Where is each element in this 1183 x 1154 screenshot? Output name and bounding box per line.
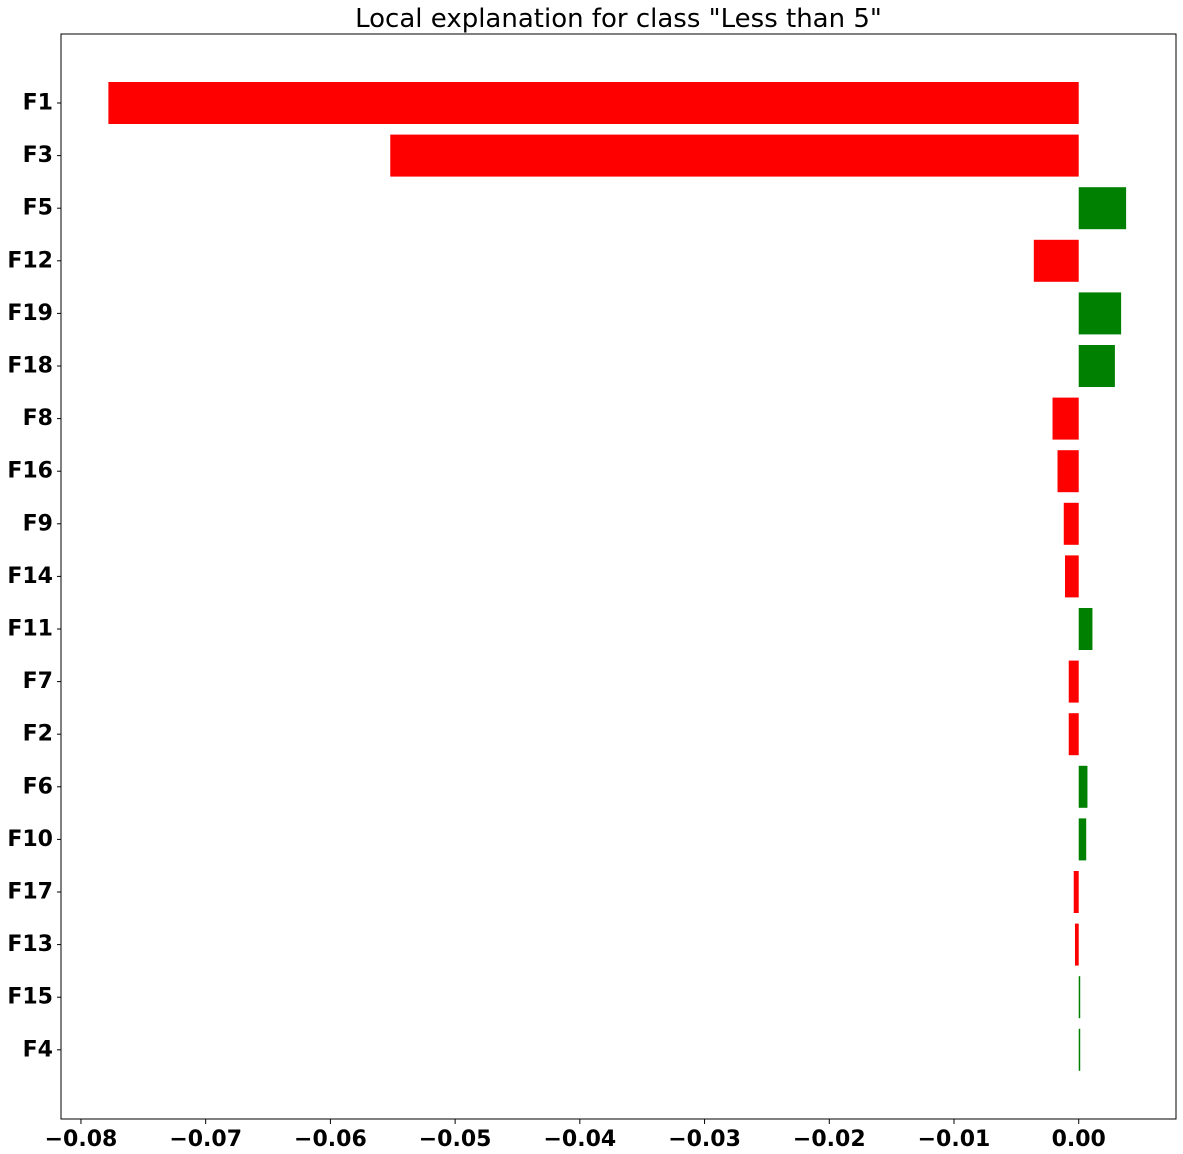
- y-tick-label: F12: [7, 248, 53, 273]
- bar-f3: [390, 134, 1079, 177]
- y-tick-label: F2: [23, 722, 53, 747]
- x-tick-label: −0.02: [793, 1127, 866, 1152]
- y-tick-label: F7: [23, 669, 53, 694]
- y-tick-label: F5: [23, 196, 53, 221]
- bars-layer: [108, 82, 1127, 1071]
- y-tick-label: F19: [7, 301, 53, 326]
- x-tick-label: −0.04: [543, 1127, 616, 1152]
- bar-f17: [1073, 871, 1079, 913]
- bar-f11: [1078, 608, 1093, 650]
- bar-f6: [1078, 765, 1088, 808]
- chart-title: Local explanation for class "Less than 5…: [355, 4, 882, 34]
- x-tick-label: −0.08: [45, 1127, 118, 1152]
- bar-f4: [1078, 1028, 1081, 1071]
- bar-f19: [1078, 292, 1122, 335]
- y-tick-label: F9: [23, 511, 53, 536]
- y-tick-label: F18: [7, 354, 53, 379]
- bar-f1: [108, 82, 1079, 124]
- y-tick-label: F17: [7, 880, 53, 905]
- x-axis: −0.08 −0.07 −0.06 −0.05 −0.04 −0.03 −0.02 −0.01…: [45, 1119, 1106, 1152]
- y-tick-label: F10: [7, 827, 53, 852]
- y-tick-label: F8: [23, 406, 53, 431]
- bar-f8: [1052, 397, 1079, 440]
- x-tick-label: 0.00: [1052, 1127, 1106, 1152]
- y-tick-label: F3: [23, 143, 53, 168]
- y-tick-label: F4: [23, 1037, 53, 1062]
- bar-f2: [1068, 713, 1079, 756]
- bar-f12: [1033, 239, 1079, 282]
- x-tick-label: −0.06: [294, 1127, 367, 1152]
- y-tick-label: F1: [23, 91, 53, 116]
- y-axis: F1 F3 F5 F12 F19 F18 F8 F16 F9 F14 F11 F7 F2 F6 F10 F17…: [7, 91, 61, 1062]
- bar-f7: [1068, 660, 1079, 703]
- bar-f10: [1078, 818, 1087, 861]
- x-tick-label: −0.01: [918, 1127, 991, 1152]
- y-tick-label: F14: [7, 564, 53, 589]
- bar-f9: [1063, 502, 1079, 545]
- y-tick-label: F11: [7, 617, 53, 642]
- bar-f5: [1078, 187, 1127, 230]
- x-tick-label: −0.07: [169, 1127, 242, 1152]
- bar-f16: [1057, 450, 1079, 493]
- x-tick-label: −0.03: [668, 1127, 741, 1152]
- bar-f14: [1064, 555, 1079, 598]
- y-tick-label: F16: [7, 459, 53, 484]
- y-tick-label: F6: [23, 774, 53, 799]
- bar-f18: [1078, 345, 1115, 387]
- bar-f13: [1074, 923, 1079, 966]
- plot-frame: [60, 33, 1177, 1120]
- x-tick-label: −0.05: [419, 1127, 492, 1152]
- bar-f15: [1078, 976, 1081, 1019]
- y-tick-label: F13: [7, 932, 53, 957]
- y-tick-label: F15: [7, 985, 53, 1010]
